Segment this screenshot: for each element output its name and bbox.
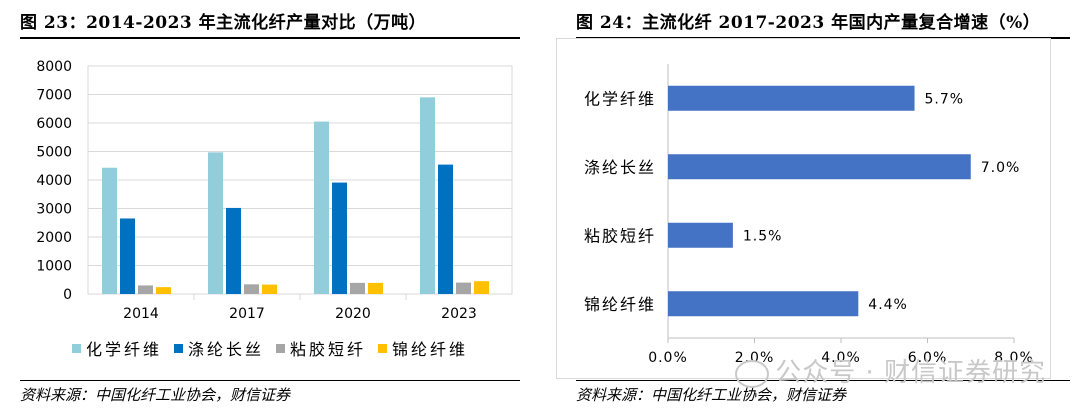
legend-label: 锦纶纤维 (392, 340, 468, 359)
bar-2014-2 (138, 285, 153, 294)
x-tick-label: 2014 (123, 306, 159, 322)
right-source-rule (576, 380, 1070, 381)
bar-2020-2 (350, 282, 365, 294)
left-figure-title: 图 23：2014-2023 年主流化纤产量对比（万吨） (20, 13, 427, 33)
bar-2020-3 (368, 282, 383, 294)
y-tick-label: 4000 (36, 173, 72, 189)
left-source-note: 资料来源：中国化纤工业协会，财信证券 (20, 386, 291, 404)
legend-label: 粘胶短纤 (290, 340, 366, 359)
legend-swatch-2 (276, 344, 285, 353)
right-bar-chart: 化学纤维 5.7%涤纶长丝 7.0%粘胶短纤 1.5%锦纶纤维 4.4%0.0% 2.0%… (556, 38, 1051, 379)
legend-label: 涤纶长丝 (188, 340, 264, 359)
y-tick-label: 2000 (36, 230, 72, 246)
y-category-label: 锦纶纤维 (584, 295, 656, 314)
bar-化学纤维 (668, 85, 915, 111)
x-tick-label: 2023 (441, 306, 477, 322)
data-label: 7.0% (981, 160, 1021, 176)
y-tick-label: 6000 (36, 116, 72, 132)
bar-2017-0 (208, 152, 223, 294)
watermark-text: 公众号 · 财信证券研究 (775, 358, 1046, 388)
left-title-rule (20, 37, 520, 39)
y-tick-label: 1000 (36, 259, 72, 275)
bar-2023-1 (438, 164, 453, 294)
bar-粘胶短纤 (668, 222, 733, 248)
bar-2017-1 (226, 207, 241, 294)
left-figure-panel: 图 23：2014-2023 年主流化纤产量对比（万吨） 0 1000 2000 30… (0, 0, 534, 418)
right-figure-panel: 图 24：主流化纤 2017-2023 年国内产量复合增速（%） 化学纤维 5.7… (556, 0, 1080, 418)
bar-2014-0 (102, 167, 117, 294)
y-category-label: 涤纶长丝 (584, 158, 656, 177)
bar-2020-0 (314, 121, 329, 294)
bar-2014-1 (120, 218, 135, 294)
bar-2020-1 (332, 182, 347, 294)
x-tick-label: 6.0% (908, 350, 948, 366)
legend-swatch-1 (174, 344, 183, 353)
legend-swatch-3 (378, 344, 387, 353)
right-figure-title: 图 24：主流化纤 2017-2023 年国内产量复合增速（%） (576, 13, 1041, 33)
data-label: 1.5% (743, 228, 783, 244)
y-tick-label: 3000 (36, 202, 72, 218)
y-tick-label: 5000 (36, 145, 72, 161)
bar-锦纶纤维 (668, 291, 859, 317)
bar-2017-3 (262, 284, 277, 294)
x-tick-label: 0.0% (648, 350, 688, 366)
y-tick-label: 0 (63, 287, 72, 303)
watermark: 公众号 · 财信证券研究 (735, 352, 1046, 389)
y-tick-label: 8000 (36, 59, 72, 75)
x-tick-label: 2020 (335, 306, 371, 322)
bar-2023-2 (456, 282, 471, 294)
chart-frame (556, 38, 1051, 379)
right-source-note: 资料来源：中国化纤工业协会，财信证券 (576, 386, 847, 404)
legend-swatch-0 (72, 344, 81, 353)
left-source-rule (20, 380, 520, 381)
x-tick-label: 8.0% (994, 350, 1034, 366)
wechat-icon (735, 359, 770, 388)
legend-label: 化学纤维 (86, 340, 162, 359)
y-category-label: 化学纤维 (584, 89, 656, 108)
bar-2023-0 (420, 97, 435, 294)
bar-涤纶长丝 (668, 154, 971, 180)
data-label: 5.7% (925, 91, 965, 107)
y-tick-label: 7000 (36, 88, 72, 104)
bar-2014-3 (156, 287, 171, 294)
x-tick-label: 4.0% (821, 350, 861, 366)
left-bar-chart: 0 1000 2000 3000 4000 5000 6000 7000 8000 2014 201… (36, 59, 513, 359)
x-tick-label: 2017 (229, 306, 265, 322)
bar-2017-2 (244, 284, 259, 294)
y-category-label: 粘胶短纤 (584, 226, 656, 245)
data-label: 4.4% (868, 297, 908, 313)
bar-2023-3 (474, 281, 489, 294)
